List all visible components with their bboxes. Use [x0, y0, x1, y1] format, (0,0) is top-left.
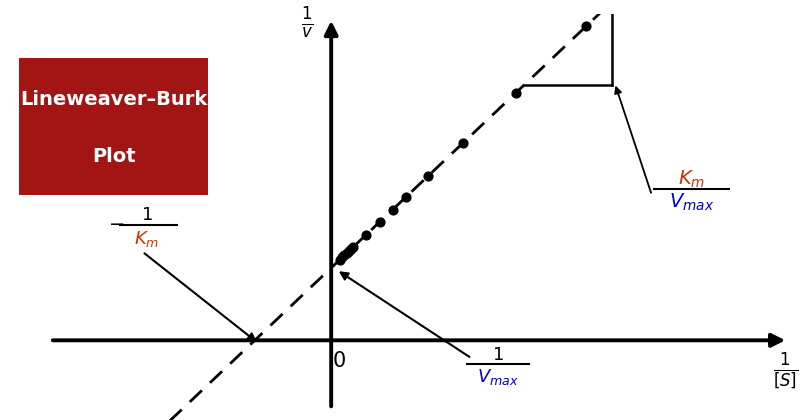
- Point: [580, 23, 593, 30]
- Text: $1$: $1$: [141, 206, 153, 224]
- Bar: [19, 58, 208, 195]
- Point: [373, 219, 386, 226]
- Text: $\frac{1}{[S]}$: $\frac{1}{[S]}$: [774, 351, 798, 391]
- Point: [340, 250, 353, 257]
- Point: [334, 256, 346, 263]
- Point: [345, 246, 358, 252]
- Point: [342, 248, 355, 255]
- Point: [360, 231, 373, 238]
- Text: $\frac{1}{v}$: $\frac{1}{v}$: [301, 5, 314, 40]
- Point: [346, 244, 359, 250]
- Text: $-$: $-$: [109, 213, 125, 232]
- Point: [457, 139, 470, 146]
- Point: [386, 206, 399, 213]
- Point: [336, 254, 349, 261]
- Text: $K_m$: $K_m$: [134, 229, 159, 249]
- Text: $V_{max}$: $V_{max}$: [478, 367, 519, 386]
- Text: $1$: $1$: [492, 346, 504, 364]
- Point: [399, 194, 412, 200]
- Text: $V_{max}$: $V_{max}$: [669, 192, 714, 213]
- Point: [510, 89, 522, 96]
- Text: 0: 0: [333, 351, 346, 371]
- Point: [338, 252, 350, 259]
- Text: Lineweaver–Burk: Lineweaver–Burk: [20, 89, 207, 109]
- Text: Plot: Plot: [92, 147, 135, 166]
- Text: $K_m$: $K_m$: [678, 168, 705, 190]
- Point: [422, 173, 434, 180]
